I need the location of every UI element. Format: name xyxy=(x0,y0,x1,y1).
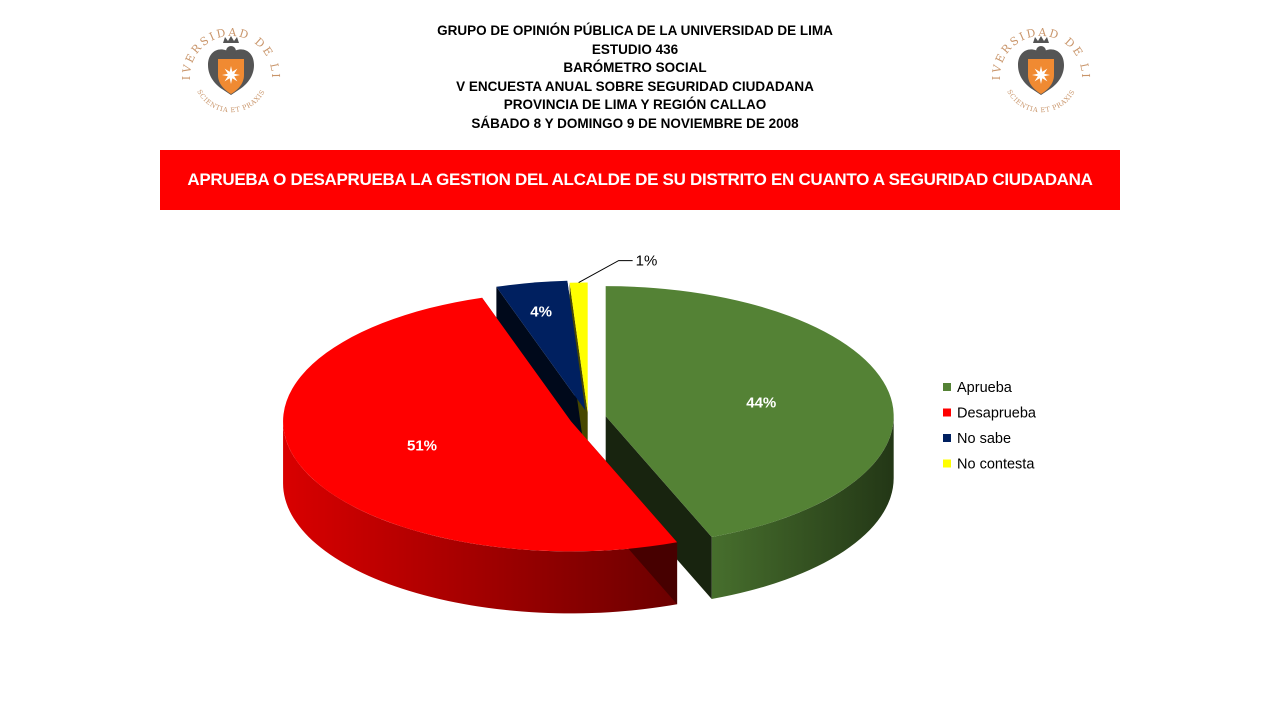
legend-label: Aprueba xyxy=(957,380,1013,396)
legend-label: Desaprueba xyxy=(957,406,1037,422)
chart-title: APRUEBA O DESAPRUEBA LA GESTION DEL ALCA… xyxy=(187,170,1093,189)
header-line-study: ESTUDIO 436 xyxy=(591,41,679,57)
pie-top-layer xyxy=(283,280,894,552)
data-label-no-contesta: 1% xyxy=(636,253,658,270)
header-line-org: GRUPO DE OPINIÓN PÚBLICA DE LA UNIVERSID… xyxy=(437,23,833,38)
slice-face-0-1 xyxy=(605,416,712,600)
legend-swatch xyxy=(943,434,951,442)
data-label-aprueba: 44% xyxy=(746,395,776,412)
data-labels: 44% 51% 4% 1% xyxy=(407,253,776,455)
chart-legend: Aprueba Desaprueba No sabe No contesta xyxy=(943,380,1037,473)
star-icon xyxy=(1032,66,1050,84)
header-line-survey: V ENCUESTA ANUAL SOBRE SEGURIDAD CIUDADA… xyxy=(456,78,814,94)
legend-swatch xyxy=(943,408,951,417)
slice-no-sabe xyxy=(496,280,586,411)
university-logo-right: UNIVERSIDAD DE LIMASCIENTIA ET PRAXIS xyxy=(986,15,1090,114)
slice-no-contesta xyxy=(569,282,588,413)
label-leader-line xyxy=(578,260,633,284)
crown-icon xyxy=(1033,36,1049,43)
report-header: GRUPO DE OPINIÓN PÚBLICA DE LA UNIVERSID… xyxy=(340,22,930,134)
slice-side-aprueba xyxy=(711,416,894,600)
legend-swatch xyxy=(943,383,951,391)
header-line-barometer: BARÓMETRO SOCIAL xyxy=(563,60,707,76)
chart-title-banner: APRUEBA O DESAPRUEBA LA GESTION DEL ALCA… xyxy=(160,150,1120,210)
slice-desaprueba xyxy=(283,297,678,552)
header-line-date: SÁBADO 8 Y DOMINGO 9 DE NOVIEMBRE DE 200… xyxy=(471,115,799,131)
data-label-no-sabe: 4% xyxy=(530,304,552,321)
header-line-region: PROVINCIA DE LIMA Y REGIÓN CALLAO xyxy=(503,97,767,113)
slice-aprueba xyxy=(605,286,894,538)
crown-icon xyxy=(223,36,239,43)
legend-swatch xyxy=(943,459,951,468)
data-label-desaprueba: 51% xyxy=(407,438,437,455)
legend-label: No sabe xyxy=(957,431,1011,447)
star-icon xyxy=(222,66,240,84)
legend-label: No contesta xyxy=(957,457,1035,473)
slice-side-desaprueba xyxy=(283,421,678,614)
university-logo-left: UNIVERSIDAD DE LIMASCIENTIA ET PRAXIS xyxy=(176,15,280,114)
